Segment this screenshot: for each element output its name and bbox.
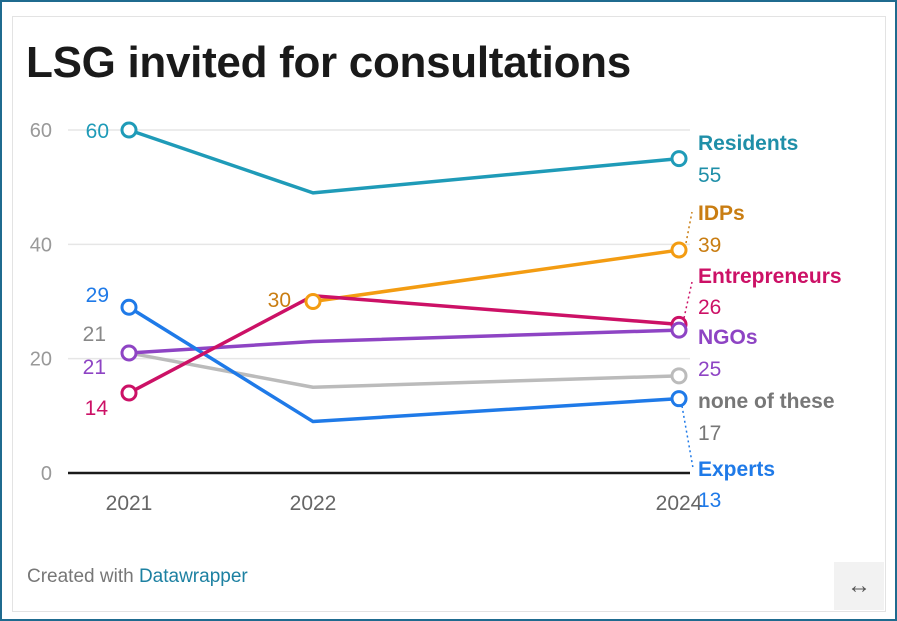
chart-card (12, 16, 886, 612)
data-point (120, 298, 138, 316)
label-leader-line (685, 211, 693, 244)
x-tick-label: 2022 (290, 492, 337, 515)
y-tick-label: 20 (30, 349, 52, 371)
data-point (670, 321, 688, 339)
series-line-idps (311, 248, 681, 304)
series-label: Entrepreneurs (698, 265, 842, 288)
data-point (670, 390, 688, 408)
series-label: Experts (698, 458, 775, 481)
datawrapper-link[interactable]: Datawrapper (138, 566, 248, 587)
data-label: 39 (698, 234, 721, 257)
x-tick-label: 2021 (106, 492, 153, 515)
data-point (120, 384, 138, 402)
data-label: 21 (83, 323, 106, 346)
y-tick-label: 40 (30, 234, 52, 256)
series-line-experts (127, 305, 681, 424)
data-point (120, 121, 138, 139)
footer-credit: Created with Datawrapper (27, 566, 248, 588)
series-line-none-of-these (127, 351, 681, 389)
data-point (304, 293, 322, 310)
data-label: 29 (86, 284, 109, 307)
series-label: Residents (698, 132, 798, 155)
x-tick-label: 2024 (656, 492, 703, 515)
label-leader-line (681, 405, 694, 469)
series-line-residents (127, 128, 681, 195)
y-tick-label: 0 (41, 463, 52, 485)
chart-title: LSG invited for consultations (26, 38, 631, 87)
series-label: NGOs (698, 326, 758, 349)
data-point (670, 241, 688, 259)
data-label: 25 (698, 358, 721, 381)
data-label: 60 (86, 120, 109, 143)
data-label: 17 (698, 422, 721, 445)
data-point (120, 344, 138, 362)
data-label: 55 (698, 164, 721, 187)
expand-icon[interactable]: ↔ (834, 562, 884, 610)
series-line-ngos (127, 328, 681, 355)
series-label: none of these (698, 390, 835, 413)
data-label: 14 (85, 397, 109, 420)
data-point (670, 150, 688, 168)
data-point (670, 367, 688, 385)
data-label: 26 (698, 296, 721, 319)
data-label: 30 (268, 289, 291, 312)
y-tick-label: 60 (30, 120, 52, 142)
data-label: 13 (698, 489, 721, 512)
series-label: IDPs (698, 202, 745, 225)
label-leader-line (683, 281, 693, 319)
data-label: 21 (83, 356, 106, 379)
footer-prefix: Created with (27, 566, 134, 587)
